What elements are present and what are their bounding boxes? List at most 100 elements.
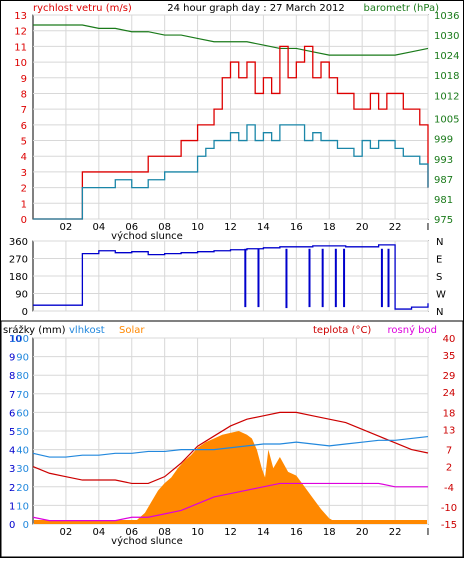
humidity-line: [32, 435, 429, 458]
precip-tick: 8: [9, 371, 15, 382]
precip-tick: 5: [9, 427, 15, 438]
x-tick-label: I: [427, 222, 430, 233]
precip-tick: 4: [9, 446, 15, 457]
x-tick-label: I: [427, 527, 430, 538]
solar-label: Solar: [119, 325, 145, 336]
wind-speed-tick: 6: [21, 121, 27, 132]
x-tick-label: 06: [125, 527, 138, 538]
compass-tick: S: [436, 272, 442, 283]
temperature-tick: 18: [443, 408, 456, 419]
x-tick-label: 08: [158, 527, 171, 538]
direction-line: [33, 244, 429, 310]
humidity-label: vlhkost: [69, 325, 105, 336]
direction-degree-tick: 90: [15, 290, 28, 301]
x-tick-label: 10: [191, 222, 204, 233]
solar-fill: [33, 431, 428, 524]
direction-degree-tick: 270: [9, 255, 28, 266]
temp-series: [32, 411, 429, 522]
x-tick-label: 22: [389, 222, 402, 233]
solar-area: [33, 431, 428, 524]
direction-grid: [33, 240, 429, 312]
temperature-tick: 24: [443, 388, 456, 399]
wind-series: [33, 24, 429, 220]
precip-tick: 6: [9, 408, 15, 419]
temperature-tick: 35: [443, 351, 456, 362]
x-tick-label: 08: [158, 222, 171, 233]
compass-tick: N: [436, 307, 443, 318]
wind-speed-tick: 4: [21, 152, 27, 163]
x-tick-label: 06: [125, 222, 138, 233]
temperature-tick: -10: [441, 503, 457, 514]
x-tick-label: 02: [60, 527, 73, 538]
precip-tick: 1: [9, 501, 15, 512]
wind-line: [33, 124, 429, 220]
compass-tick: W: [436, 290, 446, 301]
temperature-label: teplota (°C): [313, 325, 371, 336]
wind-speed-tick: 12: [14, 27, 27, 38]
wind-speed-tick: 2: [21, 184, 27, 195]
precip-tick: 7: [9, 390, 15, 401]
chart-title: 24 hour graph day : 27 March 2012: [167, 3, 345, 14]
x-tick-label: 02: [60, 222, 73, 233]
x-tick-label: 14: [257, 527, 270, 538]
direction-degree-ticks: 0 90 180 270 360: [9, 237, 28, 318]
humidity-tick: 80: [16, 371, 29, 382]
direction-degree-tick: 180: [9, 272, 28, 283]
wind-pressure-chart: 24 hour graph day : 27 March 2012 rychlo…: [14, 3, 459, 242]
sunrise-label: východ slunce: [111, 230, 183, 242]
x-tick-label: 16: [290, 527, 303, 538]
pressure-tick: 981: [434, 195, 453, 206]
pressure-tick: 1012: [434, 91, 459, 102]
solar-baseline: [34, 520, 427, 524]
wind-speed-tick: 8: [21, 89, 27, 100]
pressure-ticks: 975 981 987 993 999 1005 1012 1018 1024 1030 1036: [434, 11, 459, 226]
gust-line: [33, 45, 429, 220]
humidity-tick: 40: [16, 446, 29, 457]
x-tick-label: 14: [257, 222, 270, 233]
temperature-tick: 7: [446, 446, 452, 457]
temperature-tick: 29: [443, 371, 456, 382]
temperature-line: [32, 411, 429, 485]
pressure-tick: 1030: [434, 31, 459, 42]
x-tick-label: 12: [224, 222, 237, 233]
temperature-tick: 2: [446, 463, 452, 474]
sunrise-label-lower: východ slunce: [111, 535, 183, 547]
precip-tick: 9: [9, 353, 15, 364]
pressure-tick: 993: [434, 155, 453, 166]
humidity-tick: 0: [23, 520, 29, 531]
pressure-line: [33, 24, 429, 56]
humidity-tick: 90: [16, 353, 29, 364]
wind-speed-tick: 11: [14, 42, 27, 53]
x-tick-label: 20: [356, 527, 369, 538]
x-tick-label: 16: [290, 222, 303, 233]
x-tick-label: 18: [323, 222, 336, 233]
temperature-tick: -15: [441, 520, 457, 531]
pressure-tick: 1005: [434, 115, 459, 126]
wind-speed-axis-label: rychlost vetru (m/s): [33, 3, 132, 14]
direction-degree-tick: 360: [9, 237, 28, 248]
x-tick-label: 04: [92, 222, 105, 233]
humidity-tick: 60: [16, 408, 29, 419]
humidity-tick: 30: [16, 464, 29, 475]
temperature-tick: -4: [444, 483, 454, 494]
precip-tick: 0: [9, 520, 15, 531]
x-tick-label: 10: [191, 527, 204, 538]
compass-tick: N: [436, 237, 443, 248]
precip-tick: 3: [9, 464, 15, 475]
wind-speed-tick: 9: [21, 74, 27, 85]
wind-speed-tick: 3: [21, 168, 27, 179]
x-tick-label: 20: [356, 222, 369, 233]
pressure-tick: 1036: [434, 11, 459, 22]
pressure-tick: 1024: [434, 51, 459, 62]
humidity-tick: 50: [16, 427, 29, 438]
temperature-humidity-chart: srážky (mm) vlhkost Solar teplota (°C) r…: [0, 320, 464, 558]
compass-tick: E: [436, 255, 442, 266]
wind-speed-tick: 13: [14, 11, 27, 22]
direction-series: [33, 244, 429, 310]
x-tick-label: 04: [92, 527, 105, 538]
dew-point-label: rosný bod: [388, 324, 437, 336]
x-tick-label: 18: [323, 527, 336, 538]
